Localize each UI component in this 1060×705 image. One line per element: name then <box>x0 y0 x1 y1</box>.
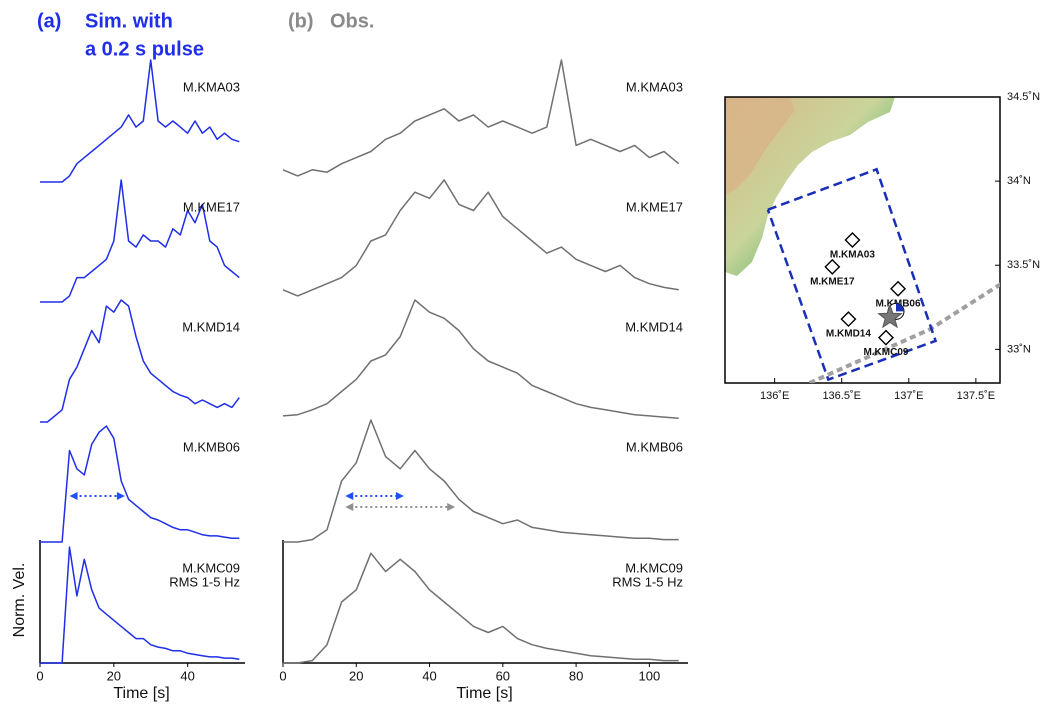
lat-tick-label: 34.5˚N <box>1007 91 1040 103</box>
station-label: M.KMA03 <box>183 79 240 94</box>
arrow-head <box>70 492 78 500</box>
lat-tick-label: 33.5˚N <box>1007 259 1040 271</box>
arrow-head <box>345 492 353 500</box>
x-axis-label: Time [s] <box>456 685 512 702</box>
x-tick-label: 20 <box>107 668 121 683</box>
waveform <box>283 180 679 296</box>
x-tick-label: 0 <box>36 668 43 683</box>
lon-tick-label: 136˚E <box>760 390 789 402</box>
x-tick-label: 40 <box>180 668 194 683</box>
source-area <box>768 169 936 379</box>
x-axis-label: Time [s] <box>113 685 169 702</box>
x-tick-label: 20 <box>349 668 363 683</box>
annotation: RMS 1-5 Hz <box>612 574 683 589</box>
x-tick-label: 0 <box>279 668 286 683</box>
waveform <box>283 60 679 176</box>
arrow-head <box>396 492 404 500</box>
station-marker <box>845 233 859 247</box>
panel-title: Sim. with <box>85 10 173 32</box>
station-marker <box>879 331 893 345</box>
waveform <box>40 180 239 302</box>
panel-title: a 0.2 s pulse <box>85 38 204 60</box>
panel-title: Obs. <box>330 10 374 32</box>
station-marker <box>841 312 855 326</box>
waveform <box>283 553 679 663</box>
waveform <box>283 300 679 418</box>
station-label: M.KME17 <box>626 199 683 214</box>
station-name: M.KME17 <box>810 277 855 288</box>
station-label: M.KMD14 <box>625 319 683 334</box>
annotation: RMS 1-5 Hz <box>169 574 240 589</box>
waveform <box>283 420 679 542</box>
arrow-head <box>447 503 455 511</box>
station-label: M.KME17 <box>183 199 240 214</box>
waveform <box>40 60 239 182</box>
station-name: M.KMA03 <box>830 250 875 261</box>
panel-label: (b) <box>288 10 314 32</box>
x-tick-label: 60 <box>496 668 510 683</box>
lat-tick-label: 34˚N <box>1007 175 1031 187</box>
x-tick-label: 40 <box>422 668 436 683</box>
station-label: M.KMC09 <box>182 560 240 575</box>
station-label: M.KMA03 <box>626 79 683 94</box>
x-tick-label: 100 <box>639 668 661 683</box>
lon-tick-label: 137.5˚E <box>957 390 996 402</box>
lon-tick-label: 136.5˚E <box>822 390 861 402</box>
waveform <box>40 300 239 422</box>
arrow-head <box>117 492 125 500</box>
lat-tick-label: 33˚N <box>1007 343 1031 355</box>
station-name: M.KMC09 <box>863 347 908 358</box>
station-label: M.KMB06 <box>626 439 683 454</box>
station-label: M.KMB06 <box>183 439 240 454</box>
arrow-head <box>345 503 353 511</box>
station-name: M.KMD14 <box>826 329 871 340</box>
x-tick-label: 80 <box>569 668 583 683</box>
station-label: M.KMD14 <box>182 319 240 334</box>
panel-label: (a) <box>37 10 61 32</box>
station-label: M.KMC09 <box>625 560 683 575</box>
station-marker <box>825 260 839 274</box>
station-marker <box>891 282 905 296</box>
y-axis-label: Norm. Vel. <box>11 563 28 638</box>
figure: (a) Sim. with a 0.2 s pulse 0 20 40 Time [s] No… <box>0 0 1060 705</box>
lon-tick-label: 137˚E <box>894 390 923 402</box>
